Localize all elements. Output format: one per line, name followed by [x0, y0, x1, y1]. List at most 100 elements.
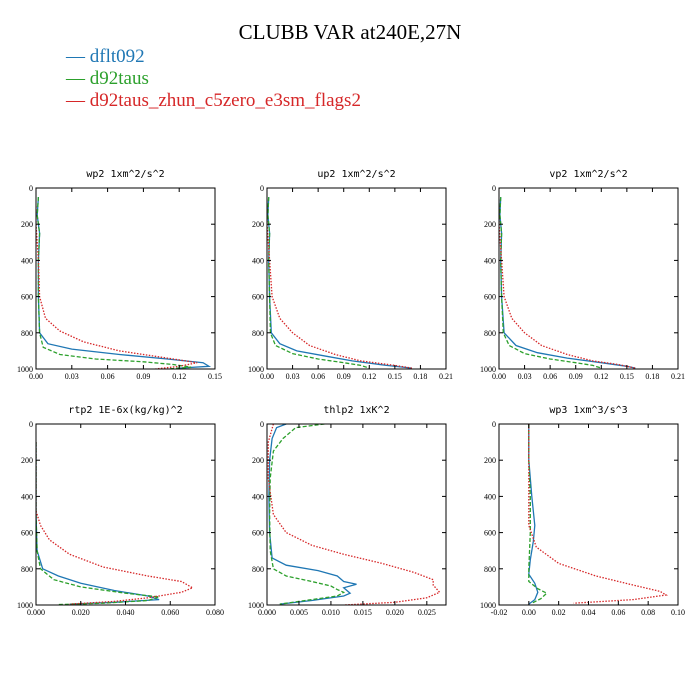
y-tick-label: 800 — [21, 565, 33, 574]
y-tick-label: 0 — [29, 184, 33, 193]
x-tick-label: 0.020 — [386, 608, 404, 617]
x-tick-label: 0.12 — [594, 372, 608, 381]
y-tick-label: 800 — [252, 329, 264, 338]
y-tick-label: 200 — [484, 220, 496, 229]
series-line — [36, 442, 160, 605]
y-tick-label: 0 — [260, 184, 264, 193]
chart-panel: rtp2 1E-6x(kg/kg)^2 0.000 0.020 0.040 0.060 0… — [17, 405, 224, 617]
x-tick-label: 0.08 — [641, 608, 655, 617]
y-tick-label: 0 — [29, 420, 33, 429]
y-tick-label: 0 — [492, 420, 496, 429]
chart-panel: thlp2 1xK^2 0.000 0.005 0.010 0.015 0.020 0.02… — [248, 405, 447, 617]
series-line — [528, 424, 548, 604]
legend-line-icon: — — [66, 46, 85, 67]
x-tick-label: 0.15 — [620, 372, 634, 381]
y-tick-label: 800 — [252, 565, 264, 574]
x-tick-label: 0.06 — [611, 608, 625, 617]
x-tick-label: 0.000 — [27, 608, 45, 617]
y-tick-label: 800 — [484, 329, 496, 338]
y-tick-label: 1000 — [248, 601, 264, 610]
x-tick-label: 0.00 — [260, 372, 274, 381]
plot-frame — [35, 187, 216, 370]
series-line — [268, 424, 346, 605]
series-line — [499, 206, 636, 369]
x-tick-label: 0.03 — [65, 372, 79, 381]
chart-panel: wp3 1xm^3/s^3 -0.02 0.00 0.02 0.04 0.06 0.08 0.… — [480, 405, 685, 617]
x-tick-label: 0.10 — [671, 608, 685, 617]
x-tick-label: 0.21 — [439, 372, 453, 381]
x-tick-label: 0.09 — [569, 372, 583, 381]
plot-frame — [266, 187, 447, 370]
legend-label: d92taus — [89, 68, 149, 89]
y-tick-label: 400 — [484, 492, 496, 501]
x-tick-label: 0.020 — [72, 608, 90, 617]
chart-panel: up2 1xm^2/s^2 0.00 0.03 0.06 0.09 0.12 0.15 0.1… — [248, 169, 453, 381]
series-line — [499, 197, 602, 369]
panel-title: rtp2 1E-6x(kg/kg)^2 — [68, 405, 182, 416]
series-line — [267, 197, 412, 369]
legend-entry-d92taus-zhun: — d92taus_zhun_c5zero_e3sm_flags2 — [66, 90, 361, 112]
x-tick-label: 0.00 — [492, 372, 506, 381]
x-tick-label: 0.03 — [518, 372, 532, 381]
y-tick-label: 600 — [21, 293, 33, 302]
y-tick-label: 0 — [492, 184, 496, 193]
y-tick-label: 200 — [21, 456, 33, 465]
x-tick-label: 0.21 — [671, 372, 685, 381]
plot-frame — [498, 423, 679, 606]
y-tick-label: 200 — [252, 220, 264, 229]
x-tick-label: -0.02 — [491, 608, 508, 617]
series-line — [267, 424, 441, 605]
x-tick-label: 0.12 — [362, 372, 376, 381]
x-tick-label: 0.18 — [645, 372, 659, 381]
y-tick-label: 400 — [21, 256, 33, 265]
legend-line-icon: — — [66, 90, 85, 111]
x-tick-label: 0.12 — [172, 372, 186, 381]
x-tick-label: 0.080 — [206, 608, 224, 617]
y-tick-label: 0 — [260, 420, 264, 429]
series-line — [268, 424, 357, 605]
x-tick-label: 0.15 — [388, 372, 402, 381]
y-tick-label: 600 — [484, 529, 496, 538]
y-tick-label: 1000 — [480, 601, 496, 610]
series-line — [267, 206, 413, 369]
series-line — [36, 197, 212, 369]
y-tick-label: 200 — [484, 456, 496, 465]
panel-title: up2 1xm^2/s^2 — [317, 169, 395, 180]
y-tick-label: 1000 — [248, 365, 264, 374]
panel-title: vp2 1xm^2/s^2 — [549, 169, 627, 180]
x-tick-label: 0.03 — [286, 372, 300, 381]
x-tick-label: 0.00 — [522, 608, 536, 617]
x-tick-label: 0.010 — [322, 608, 340, 617]
series-line — [528, 424, 539, 605]
legend-label: d92taus_zhun_c5zero_e3sm_flags2 — [89, 90, 361, 111]
y-tick-label: 1000 — [17, 365, 33, 374]
legend-label: dflt092 — [89, 46, 145, 67]
x-tick-label: 0.18 — [413, 372, 427, 381]
x-tick-label: 0.00 — [29, 372, 43, 381]
x-tick-label: 0.09 — [337, 372, 351, 381]
x-tick-label: 0.15 — [208, 372, 222, 381]
x-tick-label: 0.040 — [117, 608, 135, 617]
y-tick-label: 1000 — [480, 365, 496, 374]
series-line — [267, 197, 370, 369]
series-line — [499, 197, 636, 369]
y-tick-label: 600 — [484, 293, 496, 302]
y-tick-label: 600 — [252, 293, 264, 302]
x-tick-label: 0.06 — [101, 372, 115, 381]
series-line — [528, 424, 669, 604]
series-line — [36, 197, 192, 369]
x-tick-label: 0.025 — [418, 608, 436, 617]
y-tick-label: 200 — [21, 220, 33, 229]
y-tick-label: 800 — [484, 565, 496, 574]
plot-frame — [266, 423, 447, 606]
x-tick-label: 0.04 — [582, 608, 596, 617]
x-tick-label: 0.06 — [311, 372, 325, 381]
y-tick-label: 600 — [252, 529, 264, 538]
x-tick-label: 0.000 — [258, 608, 276, 617]
chart-panel: vp2 1xm^2/s^2 0.00 0.03 0.06 0.09 0.12 0.15 0.1… — [480, 169, 685, 381]
y-tick-label: 200 — [252, 456, 264, 465]
chart-panel: wp2 1xm^2/s^2 0.00 0.03 0.06 0.09 0.12 0.15 0 20… — [17, 169, 222, 381]
x-tick-label: 0.015 — [354, 608, 372, 617]
legend-line-icon: — — [66, 68, 85, 89]
